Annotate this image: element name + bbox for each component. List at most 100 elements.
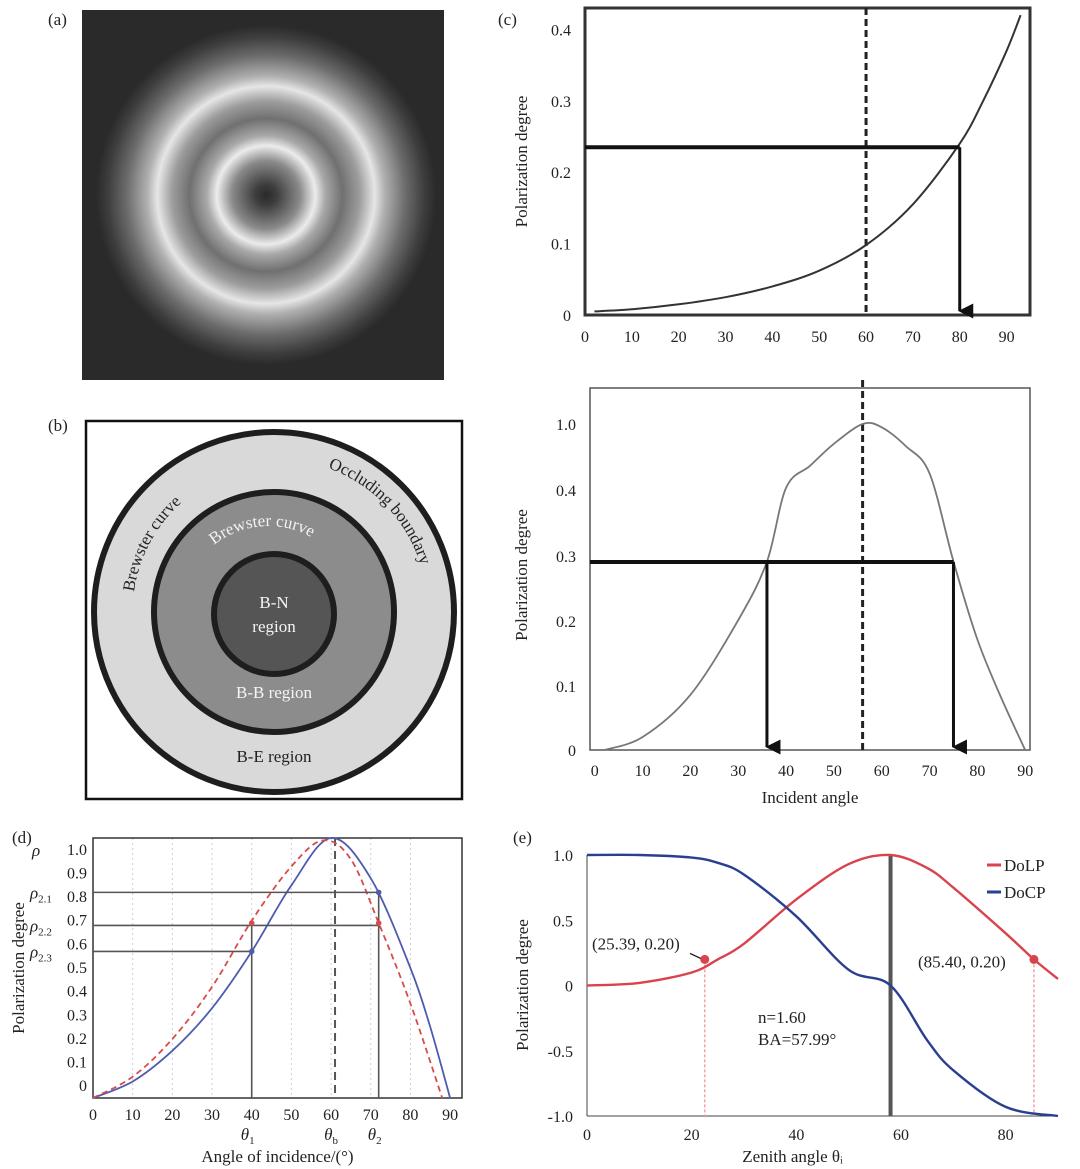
panel-d-label: (d)	[12, 828, 32, 847]
y-tick-label: 1.0	[553, 848, 573, 865]
x-tick-label: 90	[999, 329, 1015, 346]
x-tick-label: 0	[583, 1127, 591, 1144]
y-axis-label: Polarization degree	[513, 919, 532, 1051]
y-tick-label: 0.2	[67, 1031, 87, 1048]
data-point	[248, 948, 255, 955]
docp-curve	[586, 853, 1059, 1118]
x-tick-label: 0	[581, 329, 589, 346]
chart-c-bottom: 0 10 20 30 40 50 60 70 80 90 0 0.1 0.2 0.3 0.4 1.0 Polar…	[512, 380, 1033, 807]
data-point	[248, 920, 255, 926]
y-axis-label: Polarization degree	[512, 509, 531, 641]
panel-b-label: (b)	[48, 416, 68, 435]
y-tick-label: 0.4	[556, 483, 576, 500]
x-tick-label: 20	[684, 1127, 700, 1144]
brewster-angle-text: BA=57.99°	[758, 1030, 836, 1049]
highlight-point	[700, 954, 710, 964]
x-tick-label: 40	[788, 1127, 804, 1144]
y-tick-label: 1.0	[67, 842, 87, 859]
bn-region-label-2: region	[252, 617, 296, 636]
x-tick-label: 0	[89, 1107, 97, 1124]
x-tick-label: 80	[402, 1107, 418, 1124]
y-axis-label: Polarization degree	[9, 902, 28, 1034]
y-tick-label: 0	[79, 1078, 87, 1095]
theta-label: θb	[324, 1125, 338, 1147]
chart-d: (d) 0 10 20 30 40 50 60 70 80 90 0 0.1 0.2 0.3 0.4 0.5 0.…	[9, 828, 463, 1166]
dolp-curve	[586, 853, 1059, 987]
y-tick-label: 0.1	[556, 679, 576, 696]
x-tick-label: 10	[635, 763, 651, 780]
x-tick-label: 20	[671, 329, 687, 346]
n-value-text: n=1.60	[758, 1008, 806, 1027]
annotation-pointer	[689, 952, 702, 959]
y-tick-label: 0.8	[67, 889, 87, 906]
x-tick-label: 60	[893, 1127, 909, 1144]
x-axis-label: Zenith angle θᵢ	[742, 1147, 843, 1166]
x-tick-label: 90	[442, 1107, 458, 1124]
y-tick-label: -1.0	[548, 1109, 573, 1126]
y-tick-label: 0.5	[553, 913, 573, 930]
x-tick-label: 70	[922, 763, 938, 780]
x-tick-label: 60	[874, 763, 890, 780]
y-tick-label: 0.7	[67, 913, 87, 930]
x-axis-label: Incident angle	[762, 788, 859, 807]
rho-level-label: ρ2.2	[29, 916, 52, 938]
y-axis-label: Polarization degree	[512, 96, 531, 228]
y-tick-label: 0	[565, 979, 573, 996]
theta-label: θ1	[241, 1125, 255, 1147]
y-tick-label: 0.9	[67, 865, 87, 882]
x-tick-label: 0	[591, 763, 599, 780]
y-tick-label: -0.5	[548, 1044, 573, 1061]
dashed-red-curve	[92, 839, 444, 1099]
highlight-point	[1029, 954, 1039, 964]
rho-level-label: ρ2.1	[29, 883, 52, 905]
y-tick-label: 0	[563, 308, 571, 325]
legend-label: DoCP	[1004, 883, 1046, 902]
polarization-curve	[604, 421, 1027, 751]
y-tick-label: 0.3	[551, 94, 571, 111]
x-axis-label: Angle of incidence/(°)	[201, 1147, 353, 1166]
annotation-right: (85.40, 0.20)	[918, 952, 1006, 971]
x-tick-label: 60	[323, 1107, 339, 1124]
y-tick-label: 0.4	[551, 22, 571, 39]
y-tick-label: 0.1	[551, 237, 571, 254]
x-tick-label: 50	[811, 329, 827, 346]
x-tick-label: 70	[905, 329, 921, 346]
panel-c-label: (c)	[498, 10, 517, 29]
x-tick-label: 50	[826, 763, 842, 780]
bn-region-label-1: B-N	[259, 593, 288, 612]
y-tick-label: 0.6	[67, 936, 87, 953]
y-tick-label: 0.3	[556, 549, 576, 566]
x-tick-label: 30	[204, 1107, 220, 1124]
rings-image	[96, 25, 436, 365]
y-tick-label: 0.1	[67, 1055, 87, 1072]
y-tick-label: 0.4	[67, 984, 87, 1001]
x-tick-label: 30	[718, 329, 734, 346]
bb-region-label: B-B region	[236, 683, 313, 702]
y-tick-label: 1.0	[556, 417, 576, 434]
x-tick-label: 90	[1017, 763, 1033, 780]
rho-level-label: ρ2.3	[29, 942, 52, 964]
solid-blue-curve	[92, 837, 451, 1099]
plot-frame	[583, 6, 1032, 317]
chart-e: (e) 0 20 40 60 80 -1.0 -0.5 0 0.5 1.0 Polarization …	[513, 828, 1059, 1166]
x-tick-label: 60	[858, 329, 874, 346]
panel-e-label: (e)	[513, 828, 532, 847]
rho-label: ρ	[31, 841, 40, 860]
annotation-left: (25.39, 0.20)	[592, 934, 680, 953]
y-tick-label: 0.2	[556, 614, 576, 631]
x-tick-label: 40	[244, 1107, 260, 1124]
x-tick-label: 50	[283, 1107, 299, 1124]
x-tick-label: 80	[998, 1127, 1014, 1144]
y-tick-label: 0.3	[67, 1007, 87, 1024]
x-tick-label: 70	[363, 1107, 379, 1124]
data-point	[375, 889, 382, 896]
x-tick-label: 80	[969, 763, 985, 780]
x-tick-label: 40	[778, 763, 794, 780]
x-tick-label: 20	[164, 1107, 180, 1124]
y-tick-label: 0	[568, 743, 576, 760]
x-tick-label: 20	[682, 763, 698, 780]
x-tick-label: 10	[125, 1107, 141, 1124]
x-tick-label: 10	[624, 329, 640, 346]
x-tick-label: 30	[730, 763, 746, 780]
